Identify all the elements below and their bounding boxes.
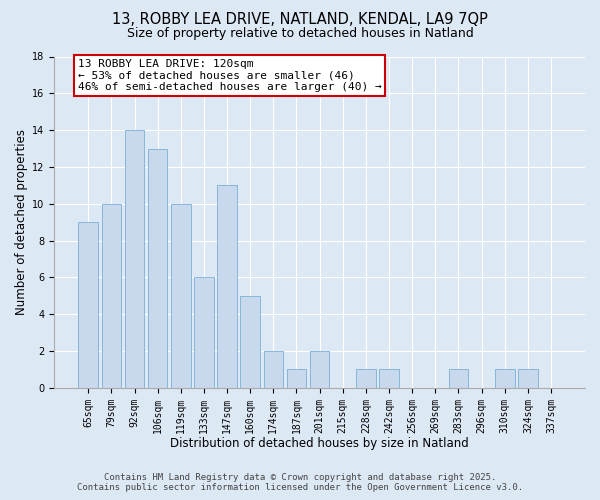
Bar (194, 278, 214, 388)
Y-axis label: Number of detached properties: Number of detached properties (15, 129, 28, 315)
Text: Contains HM Land Registry data © Crown copyright and database right 2025.
Contai: Contains HM Land Registry data © Crown c… (77, 473, 523, 492)
Bar (241, 296, 260, 388)
Bar (518, 370, 538, 388)
Bar (217, 186, 237, 388)
Bar (79, 222, 98, 388)
Bar (125, 130, 145, 388)
Bar (449, 370, 469, 388)
Bar (287, 370, 307, 388)
Bar (495, 370, 515, 388)
Text: 13, ROBBY LEA DRIVE, NATLAND, KENDAL, LA9 7QP: 13, ROBBY LEA DRIVE, NATLAND, KENDAL, LA… (112, 12, 488, 28)
Bar (101, 204, 121, 388)
Text: 13 ROBBY LEA DRIVE: 120sqm
← 53% of detached houses are smaller (46)
46% of semi: 13 ROBBY LEA DRIVE: 120sqm ← 53% of deta… (78, 60, 382, 92)
Bar (356, 370, 376, 388)
Bar (379, 370, 399, 388)
Bar (310, 351, 329, 388)
Bar (171, 204, 191, 388)
Text: Size of property relative to detached houses in Natland: Size of property relative to detached ho… (127, 28, 473, 40)
Bar (148, 148, 167, 388)
Bar (263, 351, 283, 388)
X-axis label: Distribution of detached houses by size in Natland: Distribution of detached houses by size … (170, 437, 469, 450)
